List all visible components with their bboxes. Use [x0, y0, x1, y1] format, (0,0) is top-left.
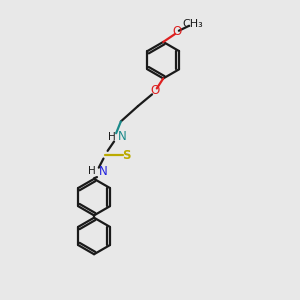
Text: H: H — [108, 132, 116, 142]
Text: O: O — [172, 25, 181, 38]
Text: S: S — [122, 148, 131, 161]
Text: N: N — [99, 165, 108, 178]
Text: O: O — [150, 84, 160, 97]
Text: H: H — [88, 166, 95, 176]
Text: N: N — [118, 130, 127, 143]
Text: CH₃: CH₃ — [182, 19, 203, 29]
